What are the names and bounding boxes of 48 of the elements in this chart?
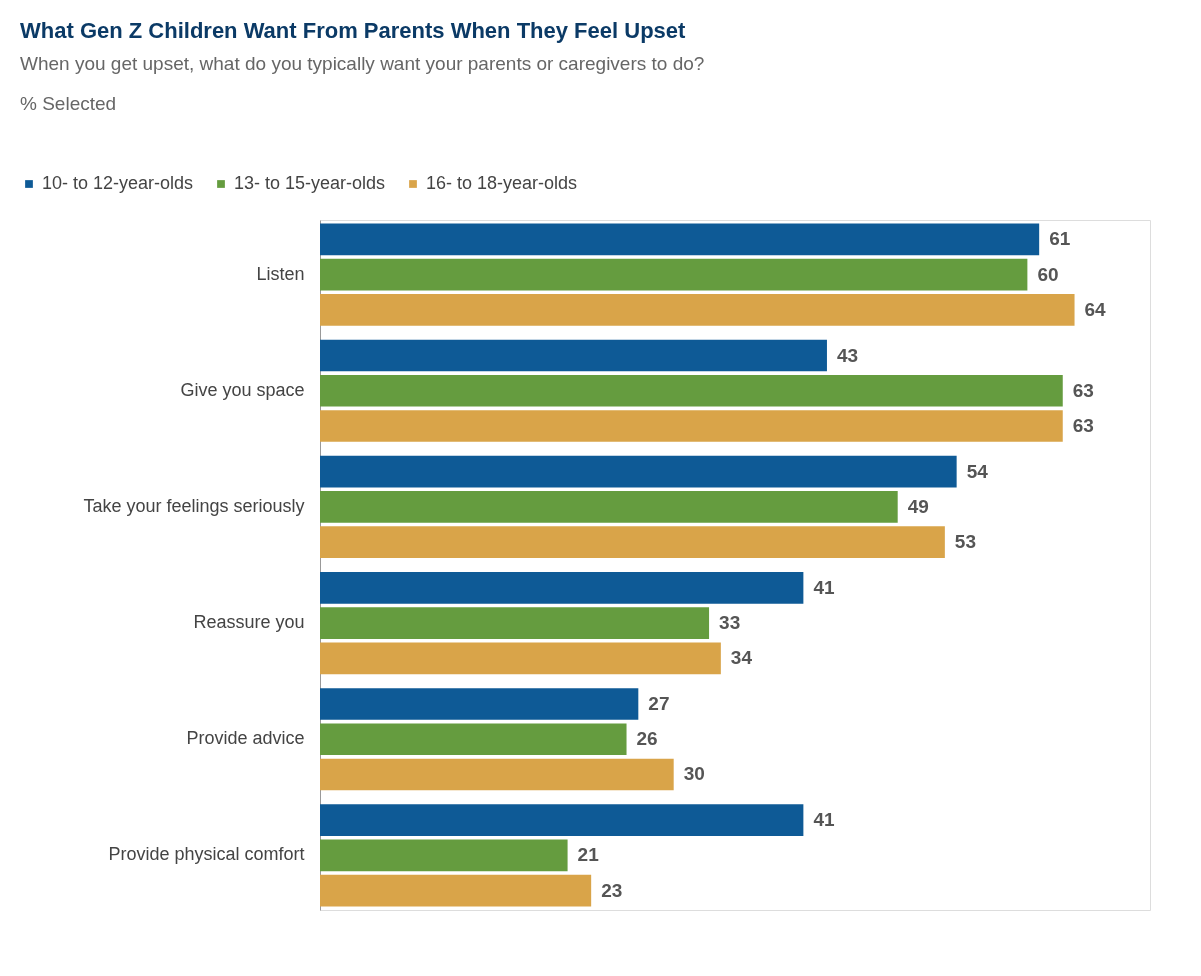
data-label: 26 bbox=[636, 728, 658, 750]
chart-subtitle: When you get upset, what do you typically want your parents or caregivers to do? bbox=[20, 53, 705, 74]
bar bbox=[320, 455, 957, 488]
bar bbox=[320, 642, 721, 675]
data-label: 34 bbox=[730, 647, 753, 669]
data-label: 61 bbox=[1049, 228, 1071, 250]
bar bbox=[320, 491, 898, 523]
bar bbox=[320, 723, 627, 756]
bar bbox=[320, 571, 804, 604]
legend-label: 16- to 18-year-olds bbox=[426, 173, 578, 193]
y-tick-label: Reassure you bbox=[193, 612, 305, 633]
bar bbox=[320, 258, 1028, 291]
y-tick-label: Provide physical comfort bbox=[108, 844, 305, 865]
data-label: 33 bbox=[719, 612, 741, 634]
legend-label: 13- to 15-year-olds bbox=[234, 173, 386, 193]
data-label: 21 bbox=[577, 844, 600, 866]
bar bbox=[320, 526, 945, 559]
data-label: 60 bbox=[1037, 263, 1059, 285]
data-label: 43 bbox=[836, 344, 859, 366]
bar bbox=[320, 839, 568, 872]
data-label: 30 bbox=[683, 763, 705, 785]
data-label: 41 bbox=[813, 809, 835, 831]
data-label: 54 bbox=[966, 460, 989, 482]
y-tick-label: Give you space bbox=[180, 379, 305, 400]
chart-title: What Gen Z Children Want From Parents When They Feel Upset bbox=[20, 18, 687, 43]
legend-label: 10- to 12-year-olds bbox=[42, 173, 194, 193]
bar bbox=[320, 374, 1063, 407]
bar bbox=[320, 410, 1063, 442]
data-label: 63 bbox=[1072, 379, 1094, 401]
bar bbox=[320, 223, 1040, 256]
data-label: 41 bbox=[813, 576, 835, 598]
bar bbox=[320, 688, 639, 720]
data-label: 27 bbox=[648, 692, 670, 714]
data-label: 63 bbox=[1072, 415, 1094, 437]
text: % Selected bbox=[20, 93, 117, 114]
y-tick-label: Take your feelings seriously bbox=[83, 495, 305, 516]
y-tick-label: Listen bbox=[256, 263, 305, 284]
data-label: 23 bbox=[601, 879, 623, 901]
y-tick-label: Provide advice bbox=[186, 728, 305, 749]
bar bbox=[320, 804, 804, 837]
data-label: 64 bbox=[1084, 298, 1107, 320]
data-label: 53 bbox=[954, 531, 976, 553]
bar bbox=[320, 293, 1075, 326]
data-label: 49 bbox=[907, 495, 929, 517]
bar bbox=[320, 758, 674, 791]
bar bbox=[320, 607, 710, 639]
bar bbox=[320, 874, 592, 907]
bar bbox=[320, 339, 827, 372]
